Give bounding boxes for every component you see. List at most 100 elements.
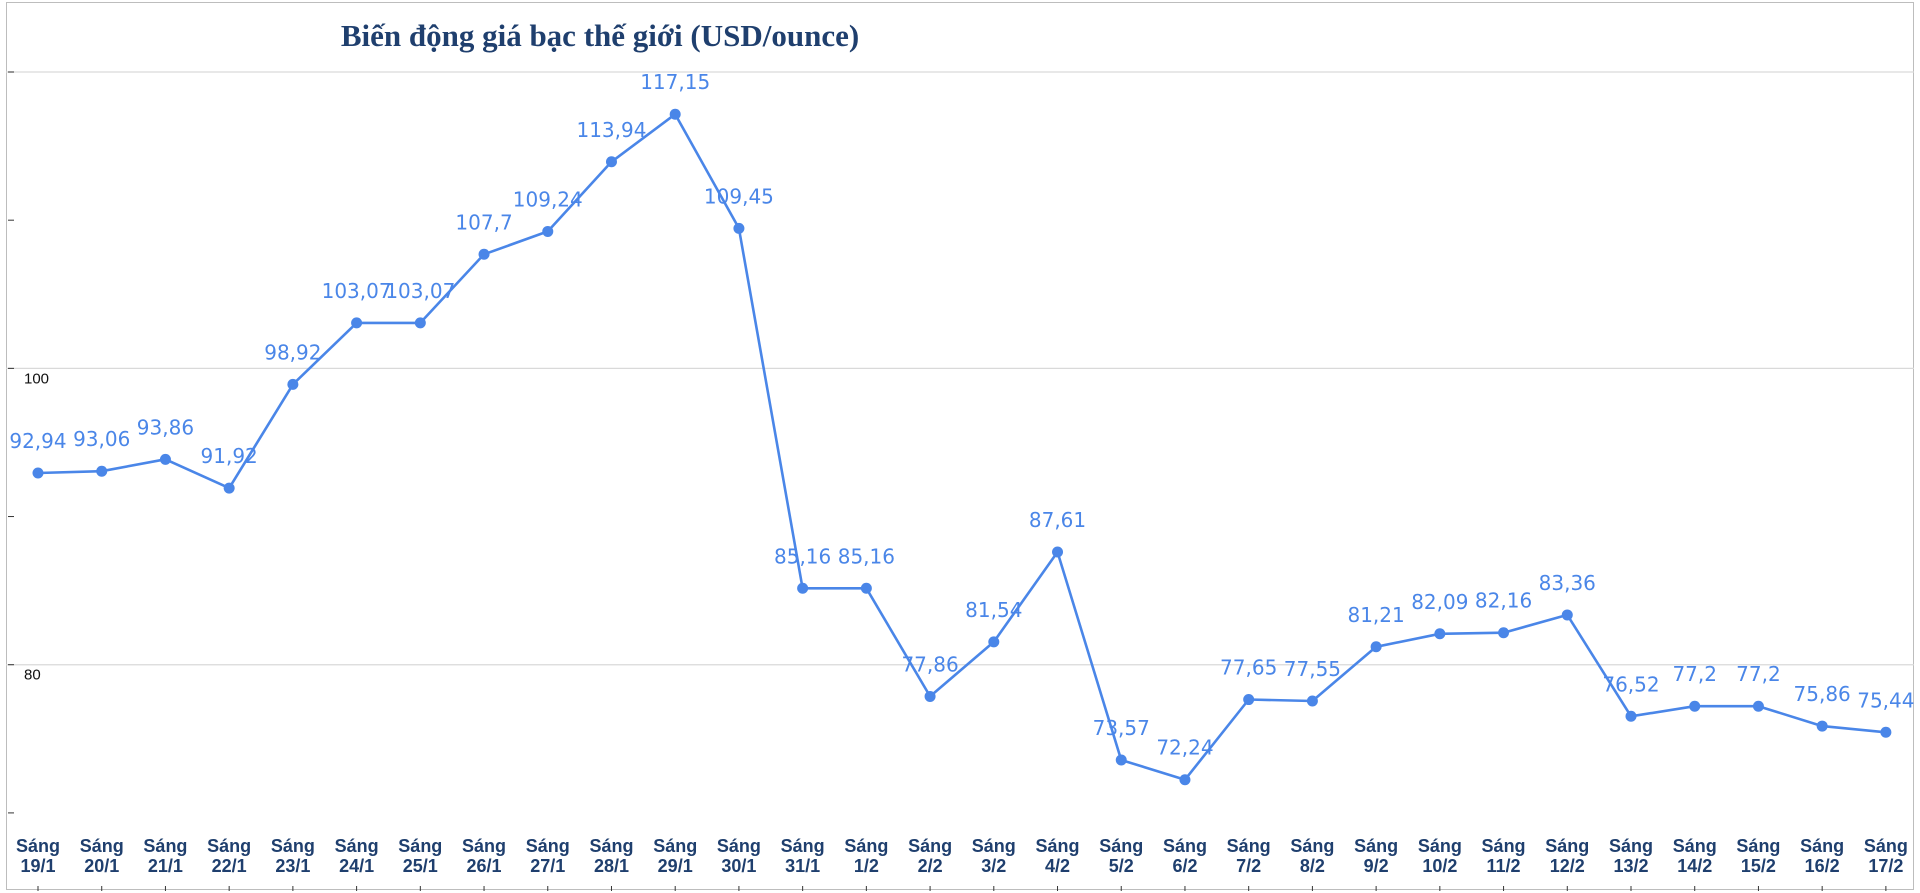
x-tick-label-line2: 7/2 [1236, 856, 1261, 876]
x-tick-label-line1: Sáng [1099, 836, 1143, 856]
chart-frame [6, 2, 1914, 890]
data-label: 109,45 [704, 184, 774, 208]
data-point [478, 248, 490, 260]
chart-title: Biến động giá bạc thế giới (USD/ounce) [340, 18, 860, 53]
data-point [924, 690, 936, 702]
x-tick-label-line2: 14/2 [1677, 856, 1712, 876]
x-tick-label-line1: Sáng [1354, 836, 1398, 856]
data-point [1243, 694, 1255, 706]
x-tick-label-line2: 8/2 [1300, 856, 1325, 876]
data-label: 98,92 [264, 340, 321, 364]
data-point [860, 582, 872, 594]
data-point [32, 467, 44, 479]
data-label: 113,94 [576, 118, 646, 142]
x-tick-label-line1: Sáng [1482, 836, 1526, 856]
data-label: 81,21 [1347, 603, 1404, 627]
x-tick-label-line1: Sáng [1227, 836, 1271, 856]
x-tick-label-line2: 1/2 [854, 856, 879, 876]
data-point [223, 482, 235, 494]
x-tick-label-line2: 21/1 [148, 856, 183, 876]
series-line [37, 112, 1887, 781]
data-point [669, 108, 681, 120]
data-point [988, 636, 1000, 648]
data-label: 107,7 [455, 210, 512, 234]
data-point [542, 225, 554, 237]
x-tick-label-line2: 17/2 [1868, 856, 1903, 876]
x-tick-label-line1: Sáng [462, 836, 506, 856]
x-tick-label-line2: 15/2 [1741, 856, 1776, 876]
data-point [1179, 774, 1191, 786]
x-axis-labels: Sáng19/1Sáng20/1Sáng21/1Sáng22/1Sáng23/1… [16, 836, 1908, 891]
data-label: 83,36 [1539, 571, 1596, 595]
data-label: 117,15 [640, 70, 710, 94]
x-tick-label-line2: 31/1 [785, 856, 820, 876]
x-tick-label-line1: Sáng [844, 836, 888, 856]
data-label: 103,07 [322, 279, 392, 303]
data-point [159, 453, 171, 465]
x-tick-label-line1: Sáng [1609, 836, 1653, 856]
x-tick-label-line2: 6/2 [1172, 856, 1197, 876]
data-point [1752, 700, 1764, 712]
data-point [1880, 726, 1892, 738]
x-tick-label-line1: Sáng [207, 836, 251, 856]
data-point [1689, 700, 1701, 712]
x-tick-label-line1: Sáng [16, 836, 60, 856]
data-point [733, 222, 745, 234]
x-tick-label-line1: Sáng [908, 836, 952, 856]
x-tick-label-line2: 19/1 [20, 856, 55, 876]
x-tick-label-line1: Sáng [526, 836, 570, 856]
y-tick-label-100: 100 [24, 370, 49, 387]
x-tick-label-line1: Sáng [1036, 836, 1080, 856]
data-point [1561, 609, 1573, 621]
x-tick-label-line2: 30/1 [721, 856, 756, 876]
data-label: 77,2 [1672, 662, 1717, 686]
data-points [32, 108, 1892, 786]
data-label: 92,94 [9, 429, 66, 453]
x-tick-label-line1: Sáng [589, 836, 633, 856]
x-tick-label-line2: 5/2 [1109, 856, 1134, 876]
data-point [797, 582, 809, 594]
x-tick-label-line1: Sáng [781, 836, 825, 856]
x-tick-label-line1: Sáng [398, 836, 442, 856]
data-label: 77,86 [901, 652, 958, 676]
x-tick-label-line1: Sáng [1418, 836, 1462, 856]
data-point [605, 156, 617, 168]
x-tick-label-line2: 28/1 [594, 856, 629, 876]
data-label: 93,06 [73, 427, 130, 451]
data-label: 87,61 [1029, 508, 1086, 532]
x-tick-label-line2: 9/2 [1364, 856, 1389, 876]
data-label: 75,86 [1794, 682, 1851, 706]
x-tick-label-line2: 26/1 [467, 856, 502, 876]
x-tick-label-line2: 22/1 [212, 856, 247, 876]
data-label: 73,57 [1093, 716, 1150, 740]
x-tick-label-line2: 20/1 [84, 856, 119, 876]
data-label: 91,92 [201, 444, 258, 468]
data-point [414, 317, 426, 329]
gridlines [6, 71, 1914, 666]
x-tick-label-line2: 16/2 [1805, 856, 1840, 876]
x-tick-label-line2: 24/1 [339, 856, 374, 876]
x-tick-label-line1: Sáng [143, 836, 187, 856]
data-point [1434, 628, 1446, 640]
data-point [1370, 641, 1382, 653]
x-tick-label-line1: Sáng [1673, 836, 1717, 856]
x-tick-label-line1: Sáng [1800, 836, 1844, 856]
x-tick-label-line1: Sáng [1545, 836, 1589, 856]
x-tick-label-line2: 27/1 [530, 856, 565, 876]
x-tick-label-line2: 29/1 [658, 856, 693, 876]
x-tick-label-line1: Sáng [1163, 836, 1207, 856]
x-tick-label-line1: Sáng [717, 836, 761, 856]
data-label: 109,24 [513, 187, 583, 211]
x-tick-label-line2: 13/2 [1613, 856, 1648, 876]
data-label: 72,24 [1156, 736, 1213, 760]
data-label: 82,09 [1411, 590, 1468, 614]
data-label: 93,86 [137, 415, 194, 439]
data-label: 103,07 [385, 279, 455, 303]
data-label: 85,16 [838, 544, 895, 568]
x-tick-label-line1: Sáng [1864, 836, 1908, 856]
x-tick-label-line2: 4/2 [1045, 856, 1070, 876]
x-tick-label-line2: 10/2 [1422, 856, 1457, 876]
x-tick-label-line1: Sáng [335, 836, 379, 856]
